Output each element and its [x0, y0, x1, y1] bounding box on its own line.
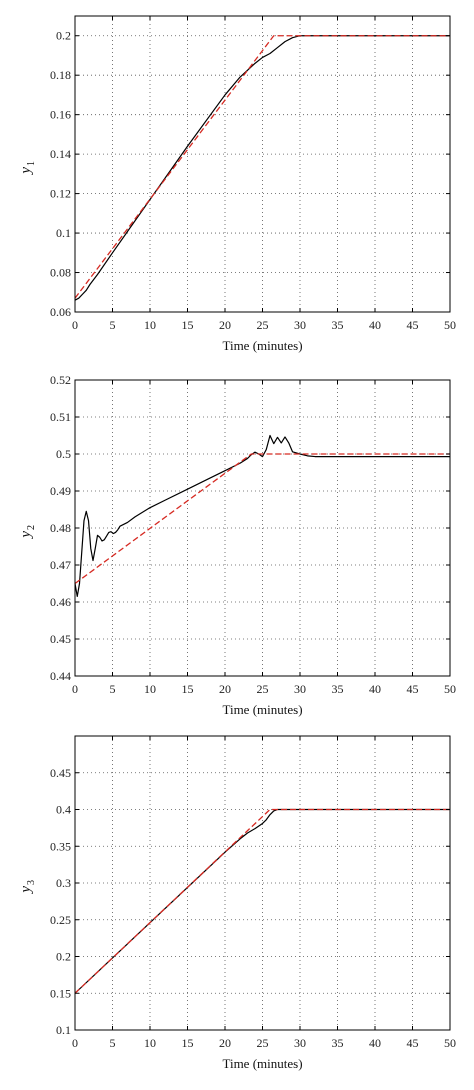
y-axis-label-subscript: 3: [26, 880, 37, 885]
series-line-reference: [74, 35, 450, 299]
x-tick-label: 15: [182, 1036, 194, 1050]
y-tick-label: 0.49: [50, 484, 71, 498]
y-axis-label-main: y: [18, 886, 34, 895]
y-axis-label-subscript: 1: [26, 161, 37, 166]
x-tick-label: 15: [182, 682, 194, 696]
x-tick-label: 15: [182, 318, 194, 332]
chart-panel-3: 0 5 10 15 20 25 30 35 40 45 50 0.1 0.15 0.2 0.25 0.3 0.3…: [18, 735, 456, 1071]
y-tick-label: 0.3: [56, 876, 71, 890]
x-tick-label: 45: [407, 318, 419, 332]
x-tick-label: 25: [257, 318, 269, 332]
y-tick-label: 0.06: [50, 305, 71, 319]
x-axis-label: Time (minutes): [222, 1056, 302, 1071]
x-tick-label: 30: [294, 318, 306, 332]
x-tick-label: 45: [407, 682, 419, 696]
y-tick-label: 0.45: [50, 632, 71, 646]
y-tick-label: 0.46: [50, 595, 71, 609]
y-tick-label: 0.2: [56, 29, 71, 43]
y-tick-label: 0.44: [50, 669, 71, 683]
y-tick-label: 0.4: [56, 803, 71, 817]
y-tick-label: 0.15: [50, 986, 71, 1000]
x-axis-label: Time (minutes): [222, 702, 302, 717]
x-tick-label: 30: [294, 682, 306, 696]
series-line-reference: [74, 453, 450, 585]
y-tick-label: 0.1: [56, 226, 71, 240]
x-tick-label: 5: [110, 318, 116, 332]
y-axis-label-main: y: [18, 167, 34, 176]
x-tick-label: 30: [294, 1036, 306, 1050]
x-tick-label: 0: [72, 682, 78, 696]
x-tick-label: 40: [369, 1036, 381, 1050]
y-axis-label-subscript: 2: [26, 525, 37, 530]
series-line-response: [74, 434, 450, 598]
x-axis-label: Time (minutes): [222, 338, 302, 353]
x-tick-label: 50: [444, 318, 456, 332]
y-tick-label: 0.18: [50, 68, 71, 82]
y-tick-label: 0.16: [50, 108, 71, 122]
x-tick-label: 20: [219, 318, 231, 332]
y-tick-label: 0.48: [50, 521, 71, 535]
y-tick-label: 0.52: [50, 373, 71, 387]
series-line-response: [74, 808, 450, 994]
x-tick-label: 10: [144, 682, 156, 696]
x-tick-label: 5: [110, 1036, 116, 1050]
x-tick-label: 50: [444, 682, 456, 696]
y-tick-label: 0.51: [50, 410, 71, 424]
y-axis-label-main: y: [18, 531, 34, 540]
y-tick-label: 0.35: [50, 839, 71, 853]
y-axis-label: y2: [18, 525, 37, 540]
y-tick-label: 0.12: [50, 187, 71, 201]
y-tick-label: 0.2: [56, 950, 71, 964]
x-tick-label: 35: [332, 682, 344, 696]
y-axis-label: y3: [18, 880, 37, 895]
x-tick-label: 25: [257, 682, 269, 696]
x-tick-label: 20: [219, 1036, 231, 1050]
y-tick-label: 0.47: [50, 558, 71, 572]
y-tick-label: 0.1: [56, 1023, 71, 1037]
chart-panel-1: 0 5 10 15 20 25 30 35 40 45 50 0.06 0.08 0.1 0.12 0.14 0…: [18, 15, 456, 353]
x-tick-label: 25: [257, 1036, 269, 1050]
x-tick-label: 5: [110, 682, 116, 696]
x-tick-label: 35: [332, 318, 344, 332]
chart-panel-2: 0 5 10 15 20 25 30 35 40 45 50 0.44 0.45 0.46 0.47 0.48…: [18, 373, 456, 717]
y-tick-label: 0.45: [50, 766, 71, 780]
series-line-response: [74, 35, 450, 301]
x-tick-label: 40: [369, 682, 381, 696]
x-tick-label: 10: [144, 318, 156, 332]
y-tick-label: 0.5: [56, 447, 71, 461]
x-tick-label: 45: [407, 1036, 419, 1050]
series-line-reference: [74, 808, 450, 994]
x-tick-label: 40: [369, 318, 381, 332]
y-tick-label: 0.14: [50, 147, 71, 161]
x-tick-label: 0: [72, 318, 78, 332]
x-tick-label: 35: [332, 1036, 344, 1050]
y-tick-label: 0.08: [50, 266, 71, 280]
y-axis-label: y1: [18, 161, 37, 176]
x-tick-label: 50: [444, 1036, 456, 1050]
x-tick-label: 0: [72, 1036, 78, 1050]
y-tick-label: 0.25: [50, 913, 71, 927]
x-tick-label: 10: [144, 1036, 156, 1050]
x-tick-label: 20: [219, 682, 231, 696]
